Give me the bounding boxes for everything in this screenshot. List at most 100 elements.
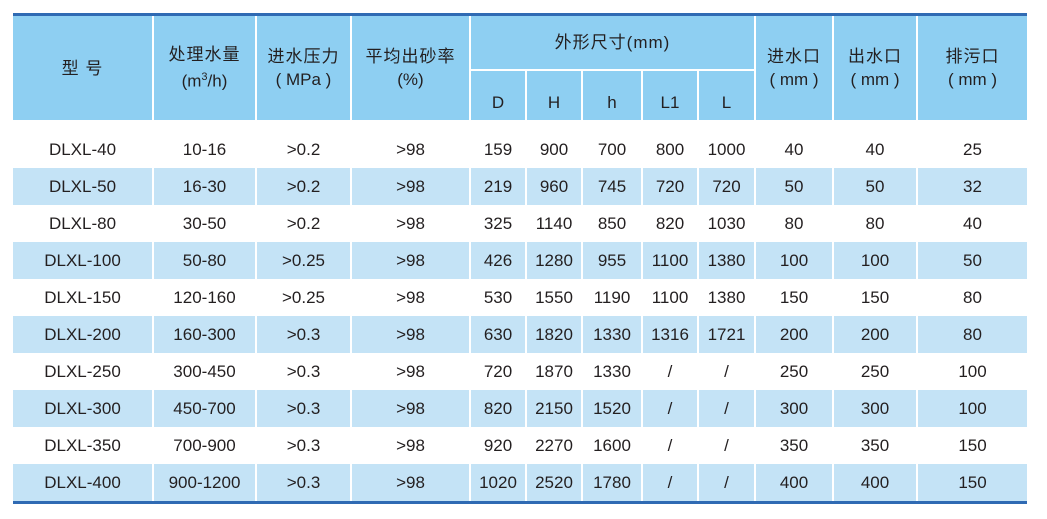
table-cell: 120-160: [152, 279, 257, 316]
table-cell: 700: [581, 120, 643, 168]
table-row: DLXL-250 300-450 >0.3 >98 720 1870 1330//250 25…: [13, 353, 1027, 390]
table-cell: 820: [469, 390, 527, 427]
table-cell: >98: [350, 168, 471, 205]
header-outlet: 出水口( mm ): [832, 14, 918, 120]
table-cell: 2270: [525, 427, 583, 464]
table-cell: >98: [350, 353, 471, 390]
table-row: DLXL-350 700-900 >0.3 >98 920 2270 1600//350 35…: [13, 427, 1027, 464]
table-cell: 1030: [697, 205, 756, 242]
header-dimensions: 外形尺寸(mm): [469, 14, 756, 70]
table-cell: 920: [469, 427, 527, 464]
table-cell: /: [697, 464, 756, 503]
table-cell: /: [641, 390, 699, 427]
table-cell: >98: [350, 390, 471, 427]
table-cell: >0.3: [255, 353, 352, 390]
table-cell: 100: [916, 353, 1027, 390]
table-cell: >0.2: [255, 120, 352, 168]
table-cell: 159: [469, 120, 527, 168]
header-drain: 排污口( mm ): [916, 14, 1027, 120]
table-cell: 1780: [581, 464, 643, 503]
table-cell: 100: [916, 390, 1027, 427]
table-cell: 100: [754, 242, 834, 279]
table-cell: 1020: [469, 464, 527, 503]
table-row: DLXL-40 10-16 >0.2 >98 159 900 700 800 1000 40 40 2…: [13, 120, 1027, 168]
header-flow: 处理水量 (m3/h): [152, 14, 257, 120]
table-cell: /: [697, 427, 756, 464]
table-cell: 80: [832, 205, 918, 242]
table-cell: 1520: [581, 390, 643, 427]
table-cell: 30-50: [152, 205, 257, 242]
table-cell: >0.25: [255, 242, 352, 279]
table-cell: 325: [469, 205, 527, 242]
table-cell: 300-450: [152, 353, 257, 390]
table-cell: 250: [832, 353, 918, 390]
table-cell: 1600: [581, 427, 643, 464]
table-cell: >0.3: [255, 316, 352, 353]
table-cell: 426: [469, 242, 527, 279]
table-cell: 300: [754, 390, 834, 427]
table-cell: 150: [754, 279, 834, 316]
spec-table: 型 号 处理水量 (m3/h) 进水压力( MPa ) 平均出砂率 (%) 外形尺寸…: [13, 13, 1027, 504]
table-cell: 900: [525, 120, 583, 168]
table-cell: 32: [916, 168, 1027, 205]
table-cell: 300: [832, 390, 918, 427]
table-cell: 450-700: [152, 390, 257, 427]
table-cell: 150: [916, 427, 1027, 464]
table-cell: 745: [581, 168, 643, 205]
table-cell: 900-1200: [152, 464, 257, 503]
table-row: DLXL-200 160-300 >0.3 >98 630 1820 1330 1316 172…: [13, 316, 1027, 353]
table-cell: 1380: [697, 242, 756, 279]
table-cell: DLXL-250: [13, 353, 154, 390]
table-cell: 350: [754, 427, 834, 464]
table-cell: 50-80: [152, 242, 257, 279]
table-cell: 720: [469, 353, 527, 390]
table-cell: 10-16: [152, 120, 257, 168]
table-cell: 50: [916, 242, 1027, 279]
header-dim-l1: L1: [641, 69, 699, 120]
table-cell: 700-900: [152, 427, 257, 464]
table-cell: DLXL-150: [13, 279, 154, 316]
table-cell: /: [641, 464, 699, 503]
table-cell: >98: [350, 242, 471, 279]
table-cell: 1550: [525, 279, 583, 316]
table-cell: >98: [350, 316, 471, 353]
table-cell: DLXL-400: [13, 464, 154, 503]
table-cell: /: [697, 353, 756, 390]
table-cell: /: [697, 390, 756, 427]
table-cell: 820: [641, 205, 699, 242]
table-cell: 50: [832, 168, 918, 205]
table-cell: 720: [641, 168, 699, 205]
header-sand-rate: 平均出砂率 (%): [350, 14, 471, 120]
table-cell: 1280: [525, 242, 583, 279]
table-cell: 1100: [641, 279, 699, 316]
table-cell: >98: [350, 279, 471, 316]
table-cell: /: [641, 427, 699, 464]
table-cell: >0.3: [255, 464, 352, 503]
table-cell: >98: [350, 427, 471, 464]
table-cell: 400: [754, 464, 834, 503]
table-cell: >0.2: [255, 205, 352, 242]
table-cell: 40: [754, 120, 834, 168]
table-cell: DLXL-40: [13, 120, 154, 168]
header-dim-h: h: [581, 69, 643, 120]
table-cell: 50: [754, 168, 834, 205]
table-cell: 960: [525, 168, 583, 205]
table-cell: 350: [832, 427, 918, 464]
table-cell: DLXL-300: [13, 390, 154, 427]
table-cell: 530: [469, 279, 527, 316]
table-cell: 1870: [525, 353, 583, 390]
table-row: DLXL-50 16-30 >0.2 >98 219 960 745 720 720 50 50 32: [13, 168, 1027, 205]
table-cell: 1380: [697, 279, 756, 316]
table-cell: 1100: [641, 242, 699, 279]
table-cell: 25: [916, 120, 1027, 168]
table-cell: 250: [754, 353, 834, 390]
table-cell: 16-30: [152, 168, 257, 205]
table-row: DLXL-80 30-50 >0.2 >98 325 1140 850 820 1030 80 80…: [13, 205, 1027, 242]
table-cell: 630: [469, 316, 527, 353]
table-cell: 80: [916, 279, 1027, 316]
table-cell: >98: [350, 464, 471, 503]
table-cell: 1190: [581, 279, 643, 316]
header-dim-l: L: [697, 69, 756, 120]
table-cell: 160-300: [152, 316, 257, 353]
table-cell: DLXL-100: [13, 242, 154, 279]
